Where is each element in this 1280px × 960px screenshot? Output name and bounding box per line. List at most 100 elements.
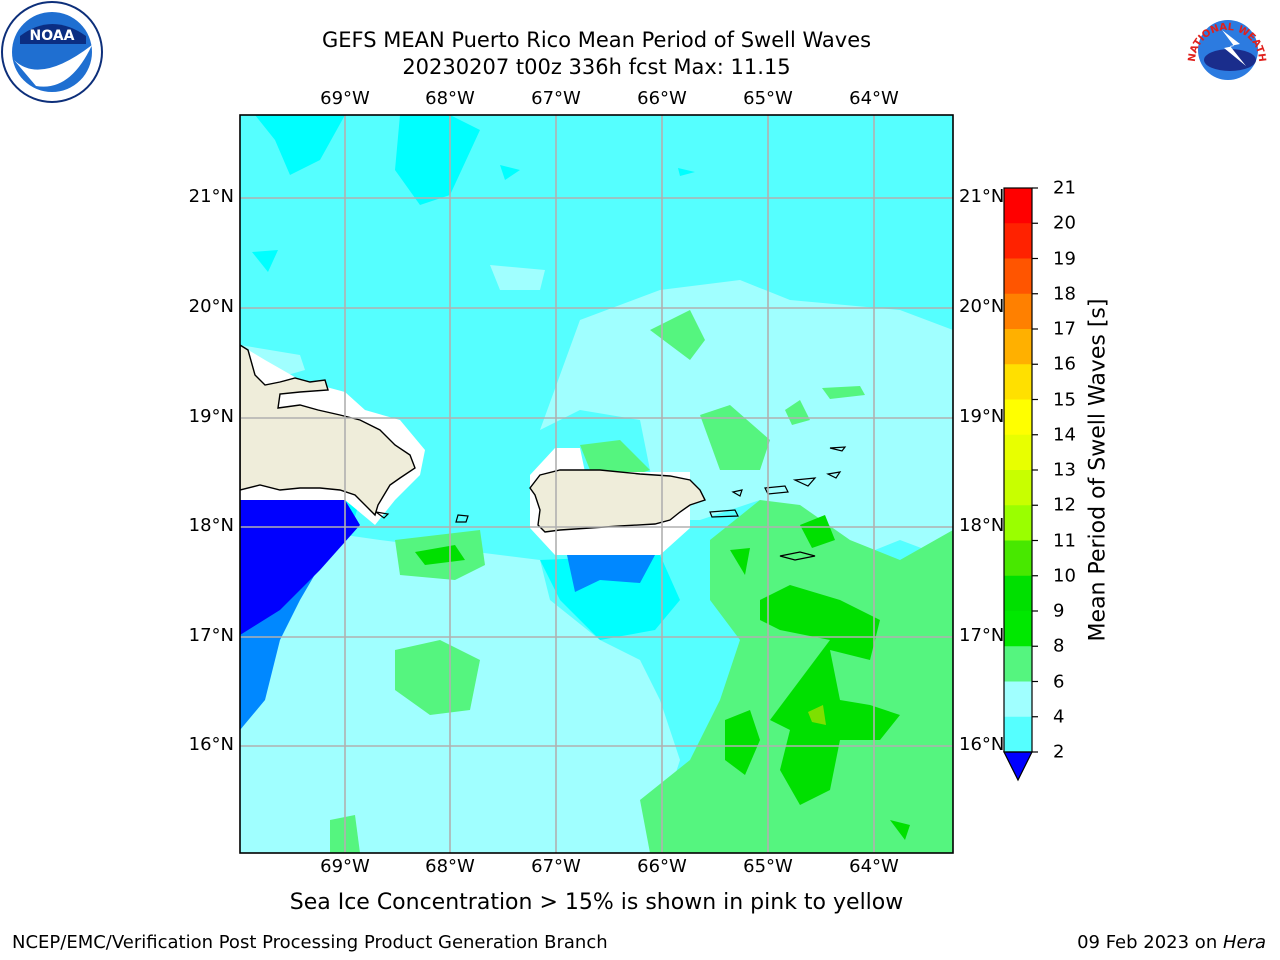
contour-patch <box>700 405 770 470</box>
colorbar-segment <box>1004 258 1032 295</box>
lon-label-top: 68°W <box>425 88 475 109</box>
colorbar-segment <box>1004 223 1032 259</box>
lat-label-left: 19°N <box>188 406 234 427</box>
colorbar-tick-label: 9 <box>1053 600 1065 622</box>
lat-label-right: 18°N <box>959 515 1005 536</box>
colorbar-segment <box>1004 540 1032 577</box>
lon-label-bottom: 64°W <box>849 856 899 877</box>
contour-patch <box>240 345 305 380</box>
chart-title: GEFS MEAN Puerto Rico Mean Period of Swe… <box>321 28 872 52</box>
colorbar-segment <box>1004 575 1032 612</box>
colorbar-tick-label: 18 <box>1053 283 1076 305</box>
colorbar-segment <box>1004 505 1032 541</box>
island-outline <box>375 511 390 519</box>
colorbar-segment <box>1004 329 1032 365</box>
graticule <box>240 115 953 853</box>
contour-patch <box>252 250 278 272</box>
island-outline <box>829 446 847 452</box>
colorbar-tick-label: 12 <box>1053 494 1076 516</box>
lon-label-top: 69°W <box>320 88 370 109</box>
lon-label-bottom: 66°W <box>637 856 687 877</box>
island-outline <box>731 489 743 497</box>
noaa-logo-text: NOAA <box>30 28 75 44</box>
lon-label-top: 66°W <box>637 88 687 109</box>
colorbar-extend-arrow <box>1003 751 1033 782</box>
colorbar-segment <box>1004 611 1032 647</box>
footer-organization: NCEP/EMC/Verification Post Processing Pr… <box>12 932 608 953</box>
colorbar-tick-label: 8 <box>1053 635 1065 657</box>
footer-date-text: 09 Feb 2023 on <box>1077 932 1223 953</box>
colorbar-tick-label: 14 <box>1053 424 1076 446</box>
lat-label-right: 16°N <box>959 734 1005 755</box>
lon-label-top: 65°W <box>743 88 793 109</box>
contour-patch <box>395 115 480 205</box>
contour-patch <box>650 310 705 360</box>
colorbar-segment <box>1004 399 1032 436</box>
lon-label-bottom: 69°W <box>320 856 370 877</box>
colorbar-segment <box>1004 364 1032 400</box>
lon-label-top: 64°W <box>849 88 899 109</box>
contour-patch <box>800 515 835 548</box>
colorbar-tick-label: 21 <box>1053 177 1076 199</box>
contour-patch <box>395 640 480 715</box>
lon-label-bottom: 67°W <box>531 856 581 877</box>
contour-patch <box>760 585 900 805</box>
contour-patch <box>890 820 910 840</box>
contour-patch <box>415 545 465 565</box>
lon-label-top: 67°W <box>531 88 581 109</box>
lon-label-bottom: 68°W <box>425 856 475 877</box>
colorbar-label: Mean Period of Swell Waves [s] <box>1085 298 1111 642</box>
footer-host: Hera <box>1222 932 1266 953</box>
lat-label-right: 19°N <box>959 406 1005 427</box>
hispaniola-landmass <box>240 344 416 517</box>
lat-label-left: 16°N <box>188 734 234 755</box>
colorbar-segment <box>1004 188 1032 224</box>
contour-patch <box>255 115 345 175</box>
lat-label-left: 17°N <box>188 625 234 646</box>
island-outline <box>455 514 469 523</box>
contour-patch <box>808 705 826 725</box>
colorbar-tick-label: 17 <box>1053 318 1076 340</box>
lon-label-bottom: 65°W <box>743 856 793 877</box>
map-panel <box>240 115 953 853</box>
colorbar-tick-label: 4 <box>1053 706 1065 728</box>
contour-patch <box>490 265 545 290</box>
lat-label-right: 17°N <box>959 625 1005 646</box>
colorbar-tick-label: 20 <box>1053 212 1076 234</box>
footer-date: 09 Feb 2023 on Hera <box>1077 932 1266 953</box>
sea-ice-note: Sea Ice Concentration > 15% is shown in … <box>289 890 904 915</box>
noaa-logo: NOAA <box>1 1 103 103</box>
island-outline <box>709 509 739 518</box>
colorbar-tick-label: 10 <box>1053 565 1076 587</box>
colorbar-tick-label: 16 <box>1053 353 1076 375</box>
contour-patch <box>822 386 865 399</box>
contour-patch <box>567 555 655 592</box>
lat-label-left: 21°N <box>188 186 234 207</box>
contour-patch <box>678 168 695 176</box>
island-outline <box>779 551 816 561</box>
lat-label-left: 20°N <box>188 296 234 317</box>
contour-patch <box>500 165 520 180</box>
contour-patch <box>725 710 760 775</box>
contour-patch <box>240 500 360 635</box>
lat-label-right: 20°N <box>959 296 1005 317</box>
lat-label-left: 18°N <box>188 515 234 536</box>
colorbar-segment <box>1004 646 1032 682</box>
colorbar-tick-label: 19 <box>1053 248 1076 269</box>
contour-patch <box>730 548 750 575</box>
colorbar-tick-label: 2 <box>1053 741 1065 763</box>
colorbar-segment <box>1004 470 1032 506</box>
colorbar-segment <box>1004 716 1032 753</box>
colorbar-tick-label: 15 <box>1053 389 1076 410</box>
colorbar-tick-label: 6 <box>1053 671 1065 692</box>
map-frame <box>239 114 954 854</box>
colorbar-tick-label: 13 <box>1053 459 1076 481</box>
lat-label-right: 21°N <box>959 186 1005 207</box>
colorbar-tick-label: 11 <box>1053 530 1076 551</box>
colorbar-segment <box>1004 681 1032 718</box>
colorbar-segment <box>1004 434 1032 471</box>
island-outline <box>764 485 789 495</box>
colorbar <box>1003 187 1038 782</box>
colorbar-segment <box>1004 293 1032 330</box>
